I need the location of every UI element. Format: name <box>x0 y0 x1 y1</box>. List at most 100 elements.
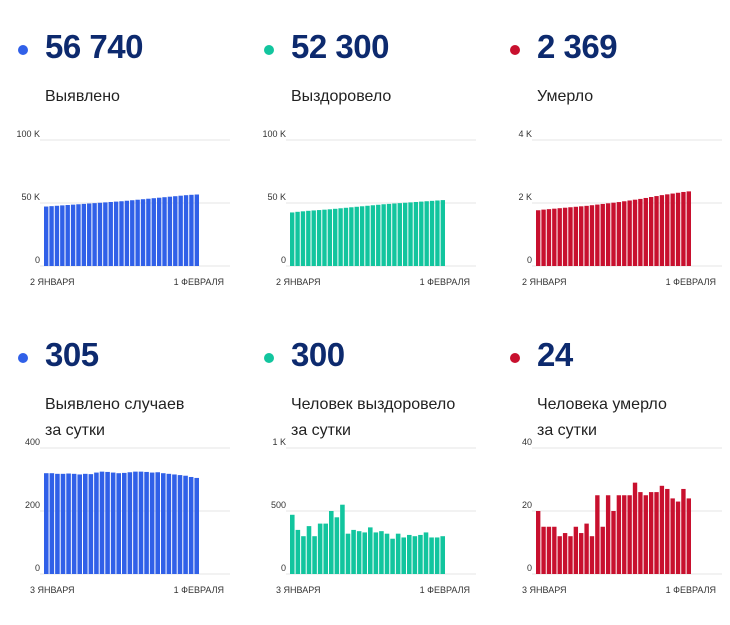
bar <box>595 204 600 266</box>
chart-died-daily: 0 20 40 3 ЯНВАРЯ 1 ФЕВРАЛЯ <box>522 437 722 595</box>
bar <box>81 203 87 266</box>
bar <box>373 532 379 574</box>
bar <box>643 197 648 266</box>
bar <box>322 209 327 266</box>
bar <box>338 208 343 266</box>
x-tick-label-start: 3 ЯНВАРЯ <box>522 585 567 595</box>
panel-label-line-1: Выявлено случаев <box>45 396 185 413</box>
y-tick-label: 20 <box>522 500 532 510</box>
bar <box>686 191 691 266</box>
bar <box>49 473 55 574</box>
bar <box>166 473 172 574</box>
bar <box>77 474 82 574</box>
daily-value: 24 <box>537 336 573 373</box>
bar <box>329 511 334 574</box>
bar <box>323 523 328 574</box>
bar <box>354 206 359 266</box>
y-tick-label: 0 <box>281 255 286 265</box>
bar <box>368 527 373 574</box>
bar <box>300 211 306 266</box>
bar <box>627 495 632 574</box>
bar <box>88 474 94 574</box>
bar <box>162 197 167 266</box>
bar <box>83 473 88 574</box>
bar <box>44 206 49 266</box>
bar <box>402 202 408 266</box>
x-tick-label-end: 1 ФЕВРАЛЯ <box>666 585 716 595</box>
series-dot <box>18 353 28 363</box>
bar <box>140 199 146 266</box>
bar <box>384 533 390 574</box>
bar <box>681 191 686 266</box>
bar <box>536 210 541 266</box>
bar <box>151 198 156 266</box>
bar <box>584 205 589 266</box>
bar <box>144 471 149 574</box>
panel-label-line-1: Человек выздоровело <box>291 396 456 413</box>
panel-recovered-daily: 300 Человек выздоровело за сутки 0 500 1 K… <box>246 308 486 618</box>
x-tick-label-end: 1 ФЕВРАЛЯ <box>420 277 470 287</box>
bar <box>110 472 116 574</box>
bar <box>327 209 333 266</box>
panel-label-line-2: за сутки <box>291 422 351 439</box>
y-tick-label: 100 K <box>262 129 286 139</box>
bar <box>44 473 49 574</box>
bar <box>568 536 573 574</box>
bar <box>356 531 362 574</box>
bar <box>440 200 445 266</box>
bar <box>401 537 406 574</box>
chart-recovered-total: 0 50 K 100 K 2 ЯНВАРЯ 1 ФЕВРАЛЯ <box>262 129 476 287</box>
panel-label-line-1: Выявлено <box>45 88 120 105</box>
bar <box>149 472 155 574</box>
bar <box>116 473 121 574</box>
series-dot <box>510 45 520 55</box>
bar <box>345 533 351 574</box>
series-dot <box>264 45 274 55</box>
bar <box>189 194 194 266</box>
x-tick-label-start: 2 ЯНВАРЯ <box>276 277 321 287</box>
bar <box>659 195 665 267</box>
bar <box>351 529 356 574</box>
x-tick-label-start: 2 ЯНВАРЯ <box>30 277 75 287</box>
bar <box>55 473 60 574</box>
bar <box>138 471 144 575</box>
y-tick-label: 400 <box>25 437 40 447</box>
bar <box>60 473 66 574</box>
bar <box>584 523 589 574</box>
bar <box>665 194 670 266</box>
bar <box>155 472 160 574</box>
bar <box>611 202 616 266</box>
bar <box>108 201 113 266</box>
x-tick-label-start: 3 ЯНВАРЯ <box>30 585 75 595</box>
panel-label: Выздоровело <box>291 84 391 110</box>
bar <box>60 205 65 266</box>
chart-died-total: 0 2 K 4 K 2 ЯНВАРЯ 1 ФЕВРАЛЯ <box>518 129 722 287</box>
y-tick-label: 0 <box>281 563 286 573</box>
bar <box>397 203 402 266</box>
bar <box>622 201 627 266</box>
x-tick-label-end: 1 ФЕВРАЛЯ <box>174 277 224 287</box>
bar <box>675 192 681 266</box>
bar <box>66 473 71 574</box>
bar <box>54 205 60 266</box>
y-tick-label: 4 K <box>518 129 532 139</box>
bar <box>71 473 77 574</box>
bar <box>376 204 381 266</box>
bar <box>429 200 435 266</box>
bar <box>562 533 568 574</box>
y-tick-label: 50 K <box>267 192 286 202</box>
bar <box>600 526 605 574</box>
bar <box>579 206 584 266</box>
bar <box>312 536 317 574</box>
bar <box>365 205 370 266</box>
bar <box>670 193 675 266</box>
bar <box>334 517 340 574</box>
bar <box>638 492 643 574</box>
bar <box>87 203 92 266</box>
bar <box>135 199 140 266</box>
bar <box>434 537 440 574</box>
bar <box>177 475 183 574</box>
x-tick-label-start: 2 ЯНВАРЯ <box>522 277 567 287</box>
bar <box>178 195 183 266</box>
panel-label: Выявлено случаев за сутки <box>45 392 184 444</box>
